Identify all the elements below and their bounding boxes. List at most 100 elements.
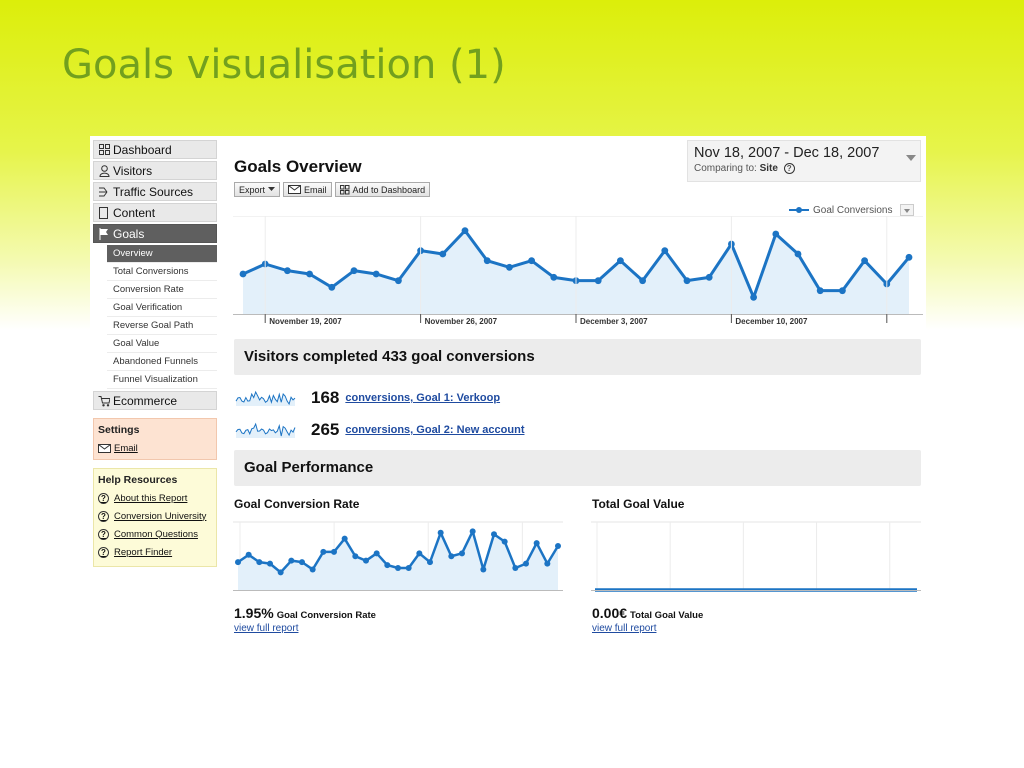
export-button[interactable]: Export (234, 182, 281, 197)
value-value: 0.00€ (592, 605, 628, 621)
data-point (533, 540, 540, 547)
sparkline-line (235, 390, 296, 406)
nav-dashboard[interactable]: Dashboard (93, 140, 217, 159)
sparkline-area (236, 424, 295, 438)
data-point (461, 227, 469, 235)
goal-2-link[interactable]: conversions, Goal 2: New account (345, 424, 525, 436)
chevron-down-icon[interactable] (906, 155, 916, 161)
help-link-about[interactable]: ? About this Report (98, 489, 212, 507)
add-to-dashboard-label: Add to Dashboard (352, 184, 426, 195)
goal-2-count: 265 (311, 420, 340, 439)
data-point (750, 293, 757, 301)
email-label: Email (304, 184, 327, 195)
help-box: Help Resources ? About this Report ? Conve… (93, 468, 217, 567)
data-point (861, 257, 868, 265)
nav-ecommerce[interactable]: Ecommerce (93, 391, 217, 410)
dashboard-icon (339, 184, 350, 194)
comparing-label: Comparing to: (694, 163, 757, 174)
x-tick-label: December 10, 2007 (735, 317, 808, 326)
help-icon: ? (98, 492, 109, 504)
legend-dropdown[interactable] (900, 204, 915, 216)
subnav-conversion-rate[interactable]: Conversion Rate (107, 281, 217, 299)
comparing-value: Site (759, 163, 778, 174)
comparing-text: Comparing to: Site ? (694, 163, 914, 174)
data-point (309, 566, 316, 573)
settings-email-link[interactable]: Email (98, 439, 212, 457)
data-point (331, 548, 337, 555)
help-link-label: Conversion University (114, 510, 207, 522)
nav-content[interactable]: Content (93, 203, 217, 222)
data-point (528, 257, 535, 265)
series-area (238, 531, 558, 590)
subnav-goal-value[interactable]: Goal Value (107, 335, 217, 353)
goal-1-row: 168 conversions, Goal 1: Verkoop (235, 387, 500, 409)
chevron-down-icon (268, 187, 276, 191)
data-point (816, 287, 824, 295)
rate-title: Goal Conversion Rate (234, 497, 360, 511)
data-point (405, 565, 412, 571)
subnav-abandoned-funnels[interactable]: Abandoned Funnels (107, 353, 217, 371)
help-icon: ? (98, 510, 109, 522)
data-point (341, 535, 348, 542)
series-area (243, 230, 909, 314)
nav-label: Content (113, 205, 156, 220)
data-point (373, 550, 380, 557)
export-label: Export (239, 184, 266, 195)
content-icon (98, 206, 110, 219)
email-button[interactable]: Email (283, 182, 332, 197)
help-icon[interactable]: ? (783, 163, 795, 174)
data-point (277, 569, 284, 576)
value-title: Total Goal Value (592, 497, 685, 511)
nav-visitors[interactable]: Visitors (93, 161, 217, 180)
data-point (306, 270, 313, 278)
nav-goals[interactable]: Goals (93, 224, 217, 243)
slide-title: Goals visualisation (1) (62, 42, 506, 88)
goal-1-sparkline (235, 390, 296, 406)
data-point (469, 528, 476, 535)
subnav-overview[interactable]: Overview (107, 245, 217, 263)
value-metric: 0.00€ Total Goal Value (592, 605, 703, 621)
help-link-label: Common Questions (114, 528, 198, 540)
help-link-report-finder[interactable]: ? Report Finder (98, 543, 212, 561)
help-link-common-questions[interactable]: ? Common Questions (98, 525, 212, 543)
dashboard-icon (98, 144, 110, 156)
visitors-summary-bar: Visitors completed 433 goal conversions (234, 339, 921, 375)
goal-2-sparkline (235, 422, 296, 438)
nav-label: Ecommerce (113, 393, 178, 408)
help-title: Help Resources (98, 474, 178, 486)
data-point (439, 250, 447, 258)
data-point (328, 283, 336, 291)
data-point (239, 270, 247, 278)
data-point (550, 273, 558, 281)
nav-label: Dashboard (113, 142, 172, 157)
settings-box: Settings Email (93, 418, 217, 460)
legend-marker-icon (789, 207, 809, 213)
page-title: Goals Overview (234, 157, 362, 176)
help-link-label: Report Finder (114, 546, 173, 558)
nav-label: Traffic Sources (113, 184, 194, 199)
x-tick-label: December 3, 2007 (580, 317, 648, 326)
date-range-picker[interactable]: Nov 18, 2007 - Dec 18, 2007 Comparing to… (687, 140, 921, 182)
sparkline-line (235, 422, 296, 437)
data-point (448, 553, 455, 560)
help-link-conversion-university[interactable]: ? Conversion University (98, 507, 212, 525)
subnav-reverse-goal-path[interactable]: Reverse Goal Path (107, 317, 217, 335)
envelope-icon (98, 443, 111, 453)
goal-1-link[interactable]: conversions, Goal 1: Verkoop (345, 392, 501, 404)
settings-email-label: Email (114, 442, 138, 454)
rate-view-full-report-link[interactable]: view full report (234, 623, 299, 634)
flag-icon (98, 227, 110, 240)
nav-traffic-sources[interactable]: Traffic Sources (93, 182, 217, 201)
add-to-dashboard-button[interactable]: Add to Dashboard (334, 182, 431, 197)
value-view-full-report-link[interactable]: view full report (592, 623, 657, 634)
subnav-goal-verification[interactable]: Goal Verification (107, 299, 217, 317)
data-point (491, 531, 497, 538)
data-point (639, 277, 646, 285)
subnav-funnel-visualization[interactable]: Funnel Visualization (107, 371, 217, 389)
data-point (661, 247, 669, 255)
subnav-total-conversions[interactable]: Total Conversions (107, 263, 217, 281)
value-label: Total Goal Value (630, 610, 704, 621)
goal-performance-bar: Goal Performance (234, 450, 921, 486)
data-point (235, 559, 241, 566)
chart-legend: Goal Conversions (789, 204, 915, 216)
